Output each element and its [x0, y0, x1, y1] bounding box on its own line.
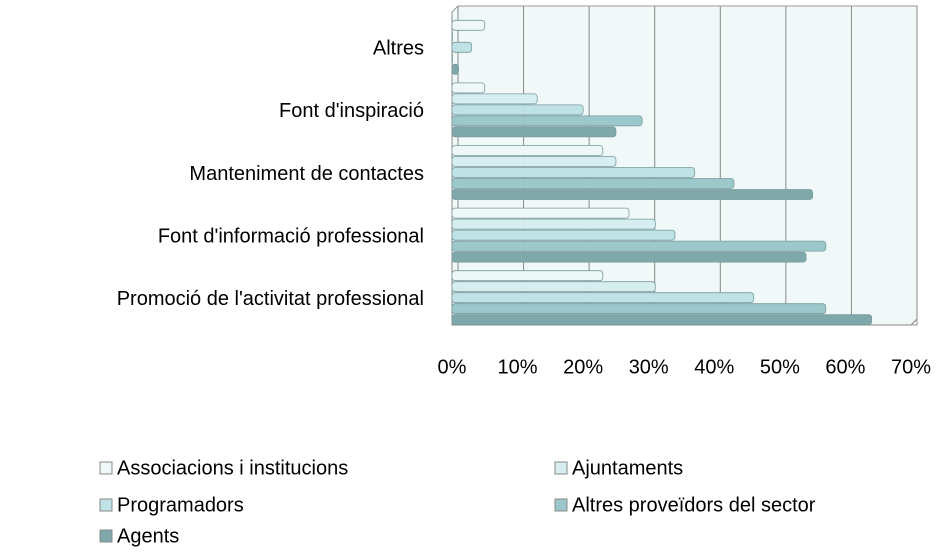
- y-tick-label: Altres: [373, 38, 424, 60]
- bar: [451, 240, 827, 252]
- bar: [451, 156, 617, 167]
- x-tick-label: 40%: [694, 356, 734, 378]
- x-tick-label: 0%: [438, 356, 467, 378]
- bar: [451, 292, 755, 304]
- x-tick-label: 50%: [760, 356, 800, 378]
- x-tick-label: 60%: [825, 356, 865, 378]
- bar: [451, 93, 538, 105]
- y-tick-label: Manteniment de contactes: [189, 163, 424, 185]
- legend-label: Programadors: [117, 494, 244, 516]
- x-tick-label: 10%: [498, 356, 538, 378]
- bar: [451, 115, 643, 127]
- bar: [451, 126, 617, 138]
- legend-swatch: [99, 461, 113, 475]
- bar: [451, 314, 873, 326]
- bar: [451, 229, 676, 241]
- bar: [451, 303, 827, 315]
- bar: [451, 178, 735, 189]
- bar: [451, 189, 814, 200]
- x-tick-label: 30%: [629, 356, 669, 378]
- bar: [451, 270, 604, 282]
- legend-label: Associacions i institucions: [117, 457, 348, 479]
- bar: [451, 19, 486, 31]
- bar: [451, 218, 656, 230]
- bar: [451, 145, 604, 156]
- y-tick-label: Font d'inspiració: [279, 100, 424, 122]
- bar: [451, 281, 656, 293]
- bar: [451, 41, 473, 53]
- bar: [451, 251, 807, 263]
- bar: [451, 30, 453, 42]
- legend-label: Altres proveïdors del sector: [572, 494, 816, 516]
- legend-swatch: [99, 529, 113, 543]
- tick-mark: [910, 318, 918, 326]
- bar: [451, 52, 453, 64]
- bar: [451, 167, 696, 178]
- y-tick-label: Promoció de l'activitat professional: [117, 288, 424, 310]
- bar: [451, 104, 584, 116]
- x-tick-label: 70%: [891, 356, 931, 378]
- legend-label: Agents: [117, 525, 179, 547]
- x-tick-label: 20%: [563, 356, 603, 378]
- bar: [451, 63, 459, 75]
- legend-swatch: [554, 498, 568, 512]
- legend-swatch: [99, 498, 113, 512]
- legend-swatch: [554, 461, 568, 475]
- legend-label: Ajuntaments: [572, 457, 683, 479]
- bar: [451, 82, 486, 94]
- bar: [451, 207, 630, 219]
- y-tick-label: Font d'informació professional: [158, 225, 424, 247]
